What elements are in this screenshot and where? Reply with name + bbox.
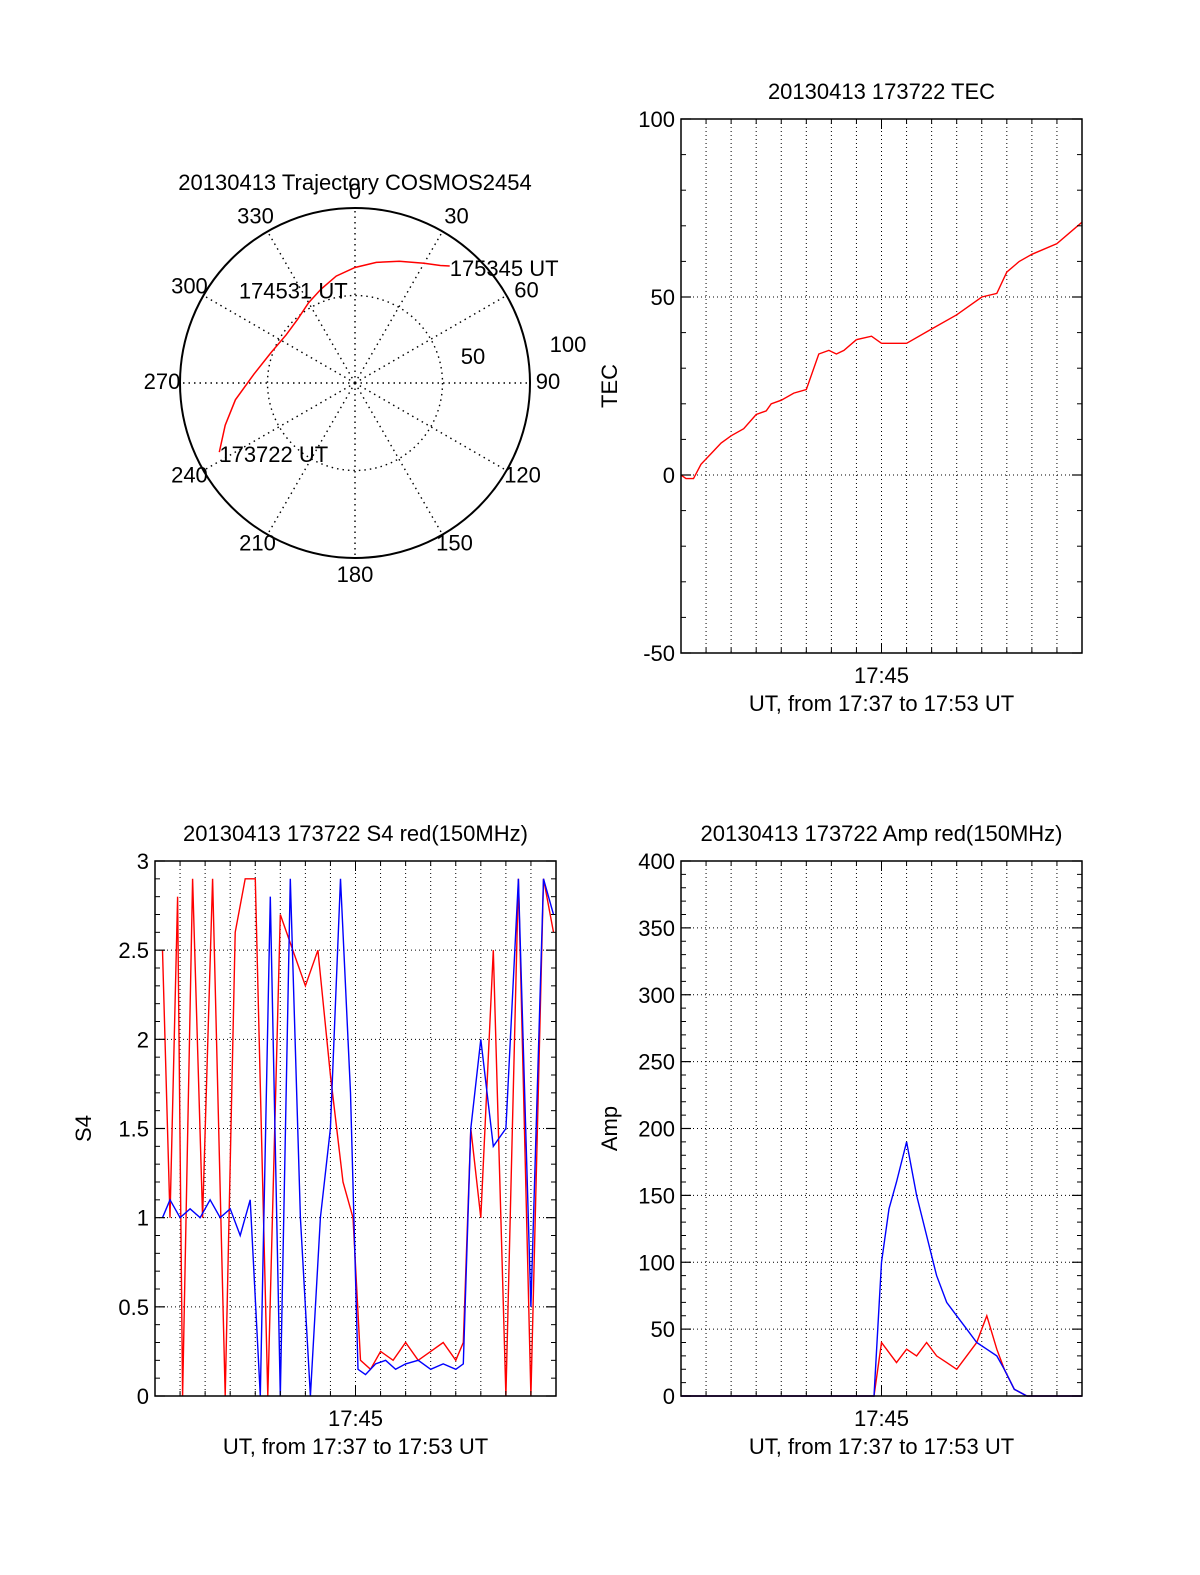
amp-ytick-label: 300 [638, 983, 675, 1008]
tec-ytick-label: 100 [638, 107, 675, 132]
s4-xtick-label: 17:45 [328, 1406, 383, 1431]
tec-xlabel: UT, from 17:37 to 17:53 UT [749, 691, 1014, 716]
polar-radius-label: 100 [550, 332, 587, 357]
amp-ytick-label: 150 [638, 1183, 675, 1208]
amp-ylabel: Amp [597, 1106, 622, 1151]
s4-panel: 20130413 173722 S4 red(150MHz) 0 0.5 1 1.5 2 2… [71, 821, 557, 1459]
tec-ylabel: TEC [597, 364, 622, 408]
polar-azimuth-label: 300 [171, 274, 208, 299]
polar-time-annotation: 174531 UT [239, 279, 348, 304]
polar-spoke [354, 294, 507, 384]
s4-ytick-label: 1 [137, 1206, 149, 1231]
polar-azimuth-label: 180 [337, 562, 374, 587]
polar-outer-circle [179, 207, 531, 559]
polar-azimuth-label: 90 [536, 369, 560, 394]
amp-title: 20130413 173722 Amp red(150MHz) [700, 821, 1062, 846]
polar-azimuth-label: 120 [504, 463, 541, 488]
polar-azimuth-label: 0 [349, 179, 361, 204]
polar-azimuth-label: 270 [144, 369, 181, 394]
tec-title: 20130413 173722 TEC [768, 79, 995, 104]
polar-azimuth-label: 150 [436, 531, 473, 556]
polar-azimuth-label: 60 [514, 278, 538, 303]
s4-ytick-label: 1.5 [118, 1117, 149, 1142]
tec-ytick-label: -50 [643, 641, 675, 666]
polar-trajectory-line [218, 260, 450, 453]
amp-xtick-label: 17:45 [854, 1406, 909, 1431]
amp-xlabel: UT, from 17:37 to 17:53 UT [749, 1434, 1014, 1459]
tec-xtick-label: 17:45 [854, 663, 909, 688]
amp-series-line [681, 1141, 1082, 1397]
amp-ytick-label: 50 [651, 1317, 675, 1342]
polar-title: 20130413 Trajectory COSMOS2454 [178, 170, 531, 195]
amp-ytick-label: 0 [663, 1384, 675, 1409]
polar-radius-label: 50 [461, 344, 485, 369]
s4-ylabel: S4 [71, 1115, 96, 1142]
s4-ytick-label: 2.5 [118, 938, 149, 963]
tec-series-line [680, 221, 1083, 480]
polar-ring [266, 294, 444, 472]
amp-ytick-label: 350 [638, 916, 675, 941]
polar-spoke [354, 382, 507, 472]
amp-ytick-label: 250 [638, 1050, 675, 1075]
tec-ytick-label: 0 [663, 463, 675, 488]
polar-azimuth-label: 330 [237, 203, 274, 228]
polar-spoke [354, 382, 444, 535]
s4-ytick-label: 3 [137, 849, 149, 874]
tec-panel: 20130413 173722 TEC -50 0 50 100 17:45 UT, fro… [597, 79, 1083, 716]
polar-azimuth-label: 240 [171, 463, 208, 488]
amp-ytick-label: 400 [638, 849, 675, 874]
polar-time-annotation: 173722 UT [219, 442, 328, 467]
amp-series-line [681, 1313, 1082, 1397]
s4-ytick-label: 0.5 [118, 1295, 149, 1320]
s4-ytick-label: 2 [137, 1027, 149, 1052]
s4-series-line [161, 878, 555, 1397]
tec-ytick-label: 50 [651, 285, 675, 310]
polar-azimuth-label: 210 [239, 531, 276, 556]
amp-ytick-label: 100 [638, 1250, 675, 1275]
s4-title: 20130413 173722 S4 red(150MHz) [183, 821, 528, 846]
polar-azimuth-label: 30 [444, 203, 468, 228]
amp-panel: 20130413 173722 Amp red(150MHz) 0 50 100 150… [597, 821, 1083, 1459]
s4-xlabel: UT, from 17:37 to 17:53 UT [223, 1434, 488, 1459]
s4-ytick-label: 0 [137, 1384, 149, 1409]
amp-ytick-label: 200 [638, 1117, 675, 1142]
s4-series-line [161, 878, 555, 1397]
polar-time-annotation: 175345 UT [450, 256, 559, 281]
polar-spoke [266, 231, 356, 384]
